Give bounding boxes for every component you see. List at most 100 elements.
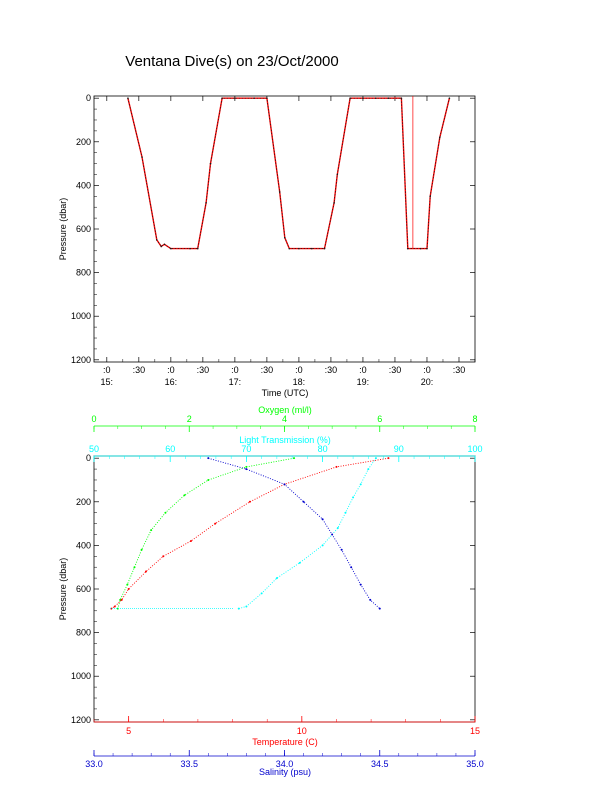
pressure-point [266,97,268,99]
pressure-point [160,245,163,248]
light_transmission-point [245,605,248,608]
oxygen-point [183,494,186,497]
temperature-point [248,500,251,503]
top-y-axis-label: Pressure (dbar) [58,198,68,261]
pressure-point [284,236,286,239]
temperature-point [214,522,217,525]
pressure-point [278,191,281,193]
temperature-point [120,598,123,601]
top-x-tick-label: :30 [453,365,466,375]
light_transmission-point [275,577,278,580]
top-x-ticks: :0:30:0:30:0:30:0:30:0:30:0:30 15: 16: 17: 1… [101,96,476,387]
pressure-point [323,247,326,250]
bottom-y-ticks: 0 200 400 600 800 1000 1200 [71,453,475,725]
axis-tick-label: 6 [377,414,382,424]
temperature-point [110,607,113,610]
axis-tick-label: 35.0 [466,759,484,769]
pressure-point [349,97,351,99]
light_transmission-point [321,544,324,547]
light_transmission-point [336,526,339,529]
pressure-point [209,162,212,165]
pressure-point [155,239,158,241]
bottom-y-tick-label: 600 [76,584,91,594]
top-x-tick-label: :30 [197,365,210,375]
top-x-tick-label: :0 [231,365,239,375]
salinity-axis-label: Salinity (psu) [259,767,311,777]
pressure-point [127,97,129,99]
top-y-tick-label: 600 [76,224,91,234]
pressure-point [448,97,451,99]
bottom-y-tick-label: 400 [76,540,91,550]
axis-tick-label: 80 [318,444,328,454]
top-x-hour-label: 19: [357,377,370,387]
pressure-point [438,136,441,139]
light_transmission-point [374,457,377,460]
top-x-hour-label: 18: [293,377,306,387]
pressure-point [419,247,422,250]
top-y-ticks: 0 200 400 600 800 1000 1200 [71,93,475,365]
top-x-tick-label: :30 [261,365,274,375]
pressure-point [189,247,191,250]
oxygen-point [245,465,248,468]
pressure-point [429,195,431,198]
pressure-point [406,247,409,250]
axis-tick-label: 0 [91,414,96,424]
axis-tick-label: 34.0 [276,759,294,769]
temperature-axis: 5 10 15 [93,716,480,736]
temperature-point [335,465,338,468]
top-x-hour-label: 20: [421,377,434,387]
oxygen-axis-label: Oxygen (ml/l) [258,405,312,415]
top-x-tick-label: :0 [423,365,431,375]
temperature-profile [111,457,389,609]
light_transmission-point [344,511,347,514]
temperature-point [144,570,147,573]
top-y-tick-label: 400 [76,180,91,190]
oxygen-point [293,457,296,460]
light_transmission-point [359,483,362,486]
salinity-point [378,607,381,610]
pressure-point [253,97,255,99]
salinity-point [302,500,305,503]
pressure-point [426,247,428,250]
pressure-point [196,247,199,250]
top-x-tick-label: :30 [325,365,338,375]
oxygen-point [164,511,167,514]
salinity-point [321,518,324,521]
oxygen-point [126,583,129,586]
pressure-point [221,97,223,99]
light_transmission-point [298,561,301,564]
salinity-point [350,566,353,569]
oxygen-axis: 0 2 4 6 8 [91,414,478,432]
pressure-point [374,97,377,99]
pressure-point [298,247,300,250]
axis-tick-label: 5 [126,726,131,736]
axis-tick-label: 15 [470,726,480,736]
top-y-tick-label: 1200 [71,355,91,365]
oxygen-profile [117,457,295,609]
salinity-point [331,533,334,536]
light_transmission-point [237,607,240,610]
bottom-y-tick-label: 1200 [71,715,91,725]
pressure-point [205,202,207,204]
salinity-point [283,483,286,486]
bottom-y-tick-label: 800 [76,628,91,638]
top-x-tick-label: :30 [389,365,402,375]
oxygen-point [133,566,136,569]
bottom-plot-frame [93,455,476,723]
top-y-tick-label: 800 [76,268,91,278]
temperature-point [162,555,165,558]
top-trace-series [127,97,451,250]
pressure-point [288,247,291,250]
light-transmission-axis: 50 60 70 80 90 100 [89,444,483,462]
bottom-chart: 0 200 400 600 800 1000 1200 Pressure (dbar) 0 2… [58,405,484,777]
salinity-point [207,457,210,460]
top-x-hour-label: 17: [229,377,242,387]
temperature-point [113,605,116,608]
bottom-y-axis-label: Pressure (dbar) [58,558,68,621]
top-x-tick-label: :0 [103,365,111,375]
pressure-point [310,247,313,250]
axis-tick-label: 33.0 [85,759,103,769]
pressure-point [141,156,143,158]
top-y-tick-label: 200 [76,137,91,147]
oxygen-point [116,607,119,610]
